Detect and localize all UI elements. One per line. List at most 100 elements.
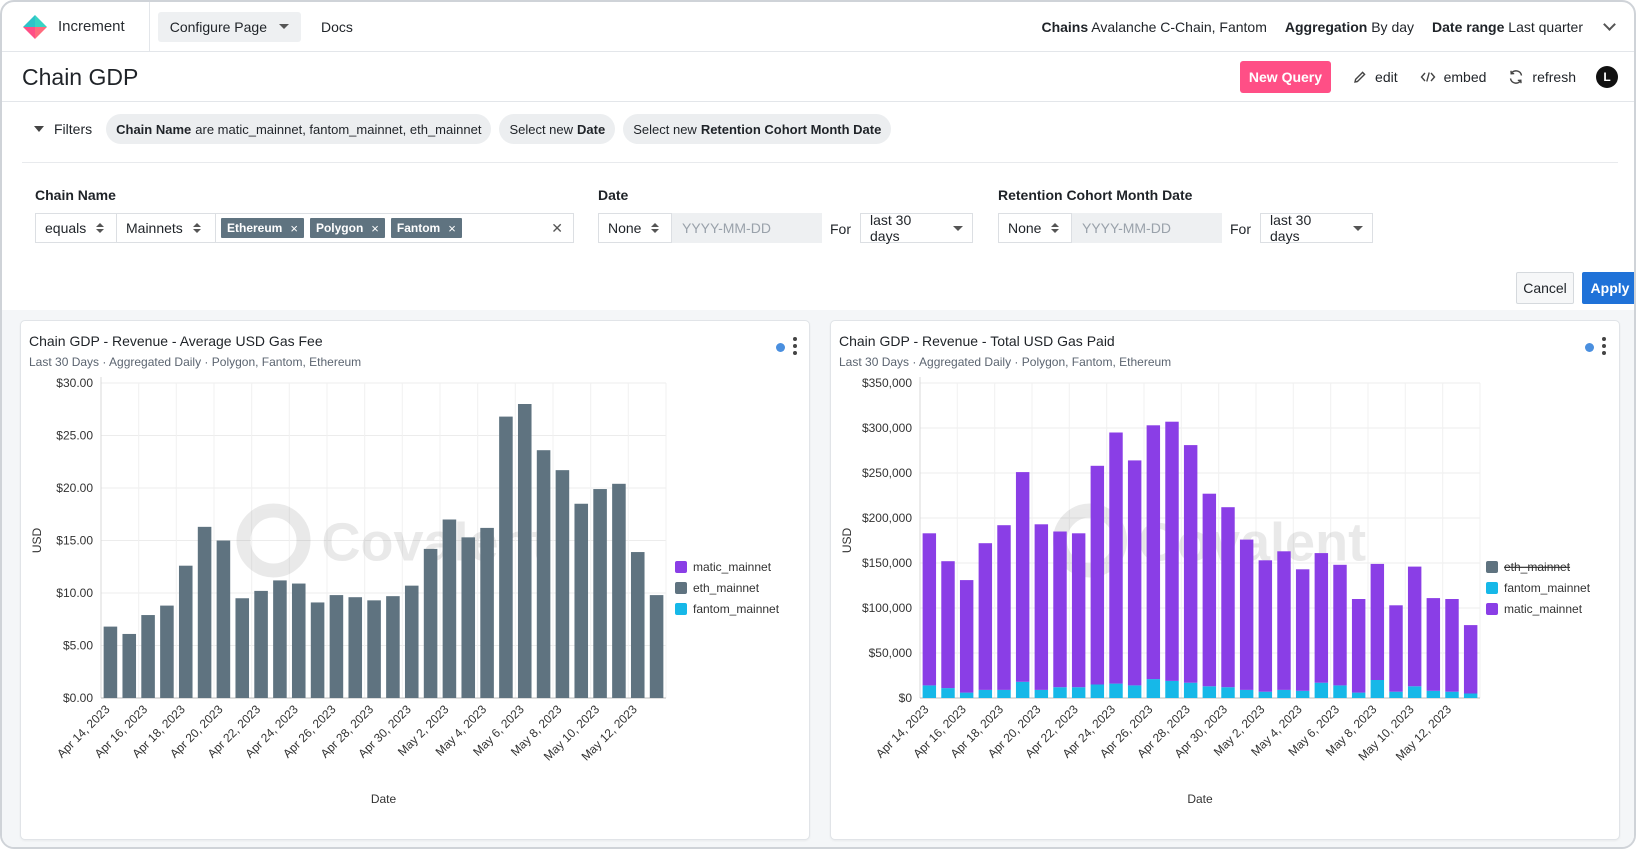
bar-eth_mainnet: [461, 537, 476, 698]
date-input[interactable]: YYYY-MM-DD: [672, 213, 822, 243]
bar-fantom_mainnet: [922, 685, 937, 698]
y-tick-label: $50,000: [869, 646, 913, 660]
bar-eth_mainnet: [386, 596, 400, 698]
date-mode-select[interactable]: None: [598, 213, 672, 243]
bar-eth_mainnet: [593, 489, 607, 698]
chart-subtitle: Last 30 Days · Aggregated Daily · Polygo…: [29, 355, 362, 369]
bar-fantom_mainnet: [1034, 689, 1049, 698]
docs-link[interactable]: Docs: [321, 18, 353, 35]
bar-eth_mainnet: [367, 600, 381, 698]
increment-logo-icon: [22, 14, 48, 40]
status-dot-icon: [776, 343, 785, 352]
y-tick-label: $200,000: [862, 511, 912, 525]
bar-matic_mainnet: [941, 561, 955, 689]
bar-fantom_mainnet: [1221, 687, 1235, 698]
chart-card-average-gas-fee: Chain GDP - Revenue - Average USD Gas Fe…: [20, 320, 810, 840]
date-range-select[interactable]: last 30 days: [860, 212, 973, 244]
bar-fantom_mainnet: [1258, 691, 1273, 698]
more-options-icon[interactable]: [793, 337, 797, 358]
bar-fantom_mainnet: [1277, 689, 1291, 698]
global-settings[interactable]: Chains Avalanche C-Chain, Fantom Aggrega…: [1023, 2, 1616, 52]
bar-fantom_mainnet: [941, 688, 955, 698]
legend-label: fantom_mainnet: [1504, 581, 1591, 595]
legend-swatch: [1486, 603, 1498, 615]
bar-matic_mainnet: [1389, 605, 1403, 692]
bar-matic_mainnet: [1165, 421, 1179, 681]
bar-matic_mainnet: [1109, 432, 1123, 684]
bar-matic_mainnet: [1407, 566, 1422, 687]
filter-pill-date[interactable]: Select new Date: [499, 114, 616, 144]
legend-swatch: [675, 582, 687, 594]
bar-eth_mainnet: [649, 595, 664, 698]
bar-eth_mainnet: [499, 416, 513, 698]
refresh-button[interactable]: refresh: [1508, 69, 1576, 85]
app-name: Increment: [58, 18, 125, 35]
y-tick-label: $15.00: [56, 534, 93, 548]
y-tick-label: $10.00: [56, 586, 93, 600]
chain-group-select[interactable]: Mainnets: [116, 213, 216, 243]
edit-label: edit: [1375, 69, 1398, 85]
apply-button[interactable]: Apply: [1582, 272, 1634, 304]
page-actions: New Query edit embed refresh L: [1239, 61, 1618, 93]
legend-label: eth_mainnet: [693, 581, 760, 595]
y-tick-label: $100,000: [862, 601, 912, 615]
divider: [22, 162, 1618, 163]
tag-polygon: Polygon ×: [309, 218, 385, 238]
legend-swatch: [675, 603, 687, 615]
bar-matic_mainnet: [1090, 465, 1105, 685]
x-axis-label: Date: [1187, 792, 1213, 806]
avatar[interactable]: L: [1596, 66, 1618, 88]
y-tick-label: $20.00: [56, 481, 93, 495]
page-header: Chain GDP New Query edit embed refresh L: [2, 52, 1634, 102]
bar-fantom_mainnet: [1202, 686, 1217, 698]
caret-down-icon: [1353, 225, 1363, 231]
configure-page-label: Configure Page: [169, 18, 267, 35]
cancel-button[interactable]: Cancel: [1516, 272, 1574, 304]
code-icon: [1420, 72, 1436, 82]
status-dot-icon: [1585, 343, 1594, 352]
retention-label: Retention Cohort Month Date: [998, 187, 1193, 203]
bar-matic_mainnet: [1295, 569, 1310, 691]
for-label: For: [830, 221, 851, 237]
legend-label: matic_mainnet: [693, 560, 772, 574]
filter-pill-retention[interactable]: Select new Retention Cohort Month Date: [623, 114, 892, 144]
edit-button[interactable]: edit: [1353, 69, 1398, 85]
tag-ethereum: Ethereum ×: [221, 218, 304, 238]
bar-matic_mainnet: [922, 533, 937, 686]
filter-pill-chain-name[interactable]: Chain Name are matic_mainnet, fantom_main…: [106, 114, 492, 144]
chevron-down-icon[interactable]: [1603, 18, 1616, 31]
bar-chart-average-gas-fee: $0.00 $5.00 $10.00 $15.00 $20.00 $25.00 $30.00…: [30, 376, 780, 806]
bar-fantom_mainnet: [1407, 686, 1422, 698]
aggregation-setting: Aggregation By day: [1284, 19, 1415, 35]
retention-mode-select[interactable]: None: [998, 213, 1072, 243]
bar-eth_mainnet: [329, 595, 344, 698]
legend-label: fantom_mainnet: [693, 602, 780, 616]
retention-range-select[interactable]: last 30 days: [1260, 212, 1373, 244]
bar-fantom_mainnet: [1109, 683, 1123, 698]
configure-page-button[interactable]: Configure Page: [157, 11, 301, 42]
retention-date-input[interactable]: YYYY-MM-DD: [1072, 213, 1222, 243]
embed-button[interactable]: embed: [1420, 69, 1486, 85]
remove-tag-icon[interactable]: ×: [371, 220, 379, 236]
new-query-button[interactable]: New Query: [1239, 61, 1332, 93]
bar-fantom_mainnet: [1314, 682, 1329, 698]
bar-fantom_mainnet: [1146, 679, 1161, 698]
brand[interactable]: Increment: [22, 14, 125, 40]
bar-matic_mainnet: [1277, 551, 1291, 690]
filters-toggle[interactable]: Filters: [34, 121, 92, 137]
clear-icon[interactable]: ✕: [551, 219, 563, 236]
bar-eth_mainnet: [291, 583, 306, 698]
bar-eth_mainnet: [254, 590, 268, 698]
more-options-icon[interactable]: [1602, 337, 1606, 358]
up-down-icon: [1051, 223, 1060, 233]
remove-tag-icon[interactable]: ×: [290, 220, 298, 236]
chain-multiselect-input[interactable]: Ethereum × Polygon × Fantom × ✕: [215, 213, 574, 243]
remove-tag-icon[interactable]: ×: [448, 220, 456, 236]
bar-matic_mainnet: [1183, 445, 1198, 683]
bar-matic_mainnet: [959, 580, 974, 693]
bar-fantom_mainnet: [1165, 680, 1179, 698]
bar-fantom_mainnet: [959, 692, 974, 698]
y-tick-label: $5.00: [63, 639, 93, 653]
bar-matic_mainnet: [1333, 564, 1347, 686]
chain-operator-select[interactable]: equals: [35, 213, 117, 243]
